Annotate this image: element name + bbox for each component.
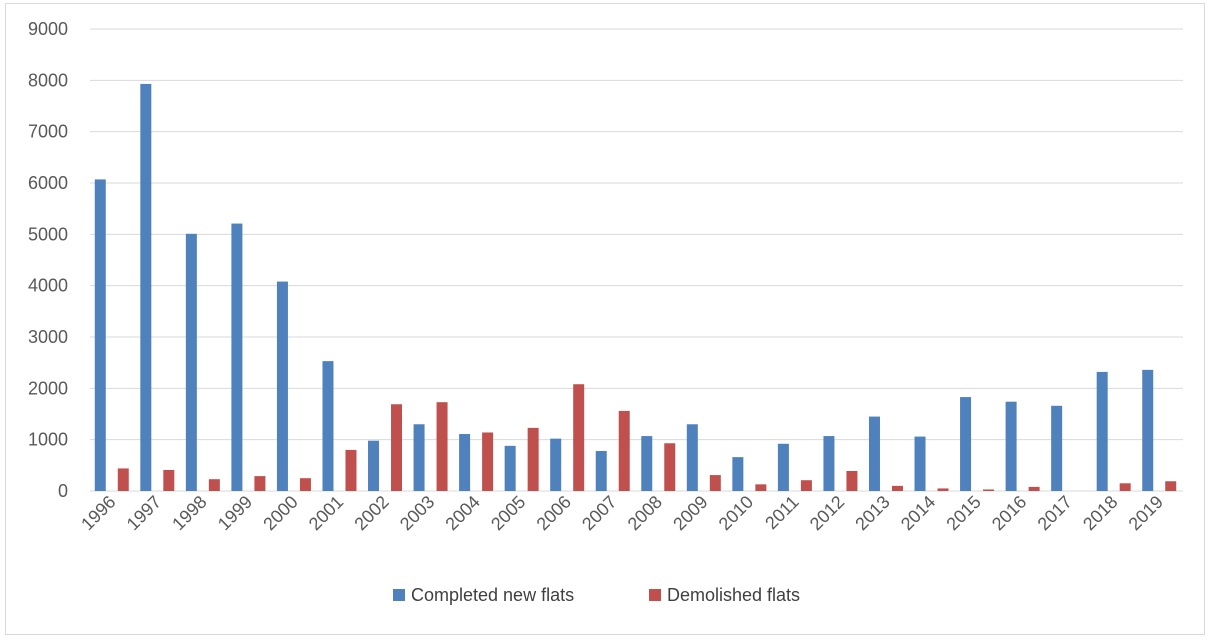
bar-completed-new-flats <box>368 440 380 491</box>
bar-completed-new-flats <box>732 457 744 491</box>
x-tick-label: 2009 <box>669 492 711 534</box>
bar-completed-new-flats <box>550 438 562 491</box>
bar-completed-new-flats <box>185 233 197 491</box>
x-tick-label: 2004 <box>441 492 483 534</box>
x-tick-label: 2013 <box>851 492 893 534</box>
x-tick-label: 2015 <box>942 492 984 534</box>
bar-completed-new-flats <box>1005 401 1017 491</box>
legend: Completed new flats Demolished flats <box>393 585 800 605</box>
gridlines <box>90 28 1183 492</box>
x-tick-label: 1997 <box>123 492 165 534</box>
y-axis-ticks: 0 1000 2000 3000 4000 5000 6000 7000 8000 9000 <box>28 19 68 501</box>
y-tick-label: 9000 <box>28 19 68 39</box>
bar-demolished-flats <box>1165 481 1177 491</box>
bar-completed-new-flats <box>686 424 698 491</box>
x-tick-label: 2014 <box>897 492 939 534</box>
bar-completed-new-flats <box>595 450 607 491</box>
bar-demolished-flats <box>937 488 949 491</box>
bar-demolished-flats <box>527 427 539 491</box>
x-tick-label: 1999 <box>214 492 256 534</box>
bar-completed-new-flats <box>868 416 880 491</box>
bar-demolished-flats <box>436 402 448 491</box>
y-tick-label: 6000 <box>28 173 68 193</box>
bar-completed-new-flats <box>140 83 152 492</box>
y-tick-label: 8000 <box>28 70 68 90</box>
x-tick-label: 2017 <box>1034 492 1076 534</box>
bar-demolished-flats <box>1119 483 1131 491</box>
legend-swatch-demolished-flats <box>649 589 661 601</box>
x-axis-ticks: 1996 1997 1998 1999 2000 2001 2002 2003 2004 2005… <box>77 492 1167 534</box>
bar-completed-new-flats <box>459 434 471 491</box>
y-tick-label: 7000 <box>28 122 68 142</box>
y-tick-label: 2000 <box>28 378 68 398</box>
bar-demolished-flats <box>482 432 494 491</box>
bar-demolished-flats <box>254 476 266 491</box>
bar-demolished-flats <box>1028 486 1040 491</box>
bar-completed-new-flats <box>231 223 243 492</box>
bar-demolished-flats <box>117 468 129 491</box>
bar-demolished-flats <box>573 384 585 491</box>
bar-demolished-flats <box>755 484 767 491</box>
bar-demolished-flats <box>391 404 403 491</box>
bar-demolished-flats <box>618 410 630 491</box>
bar-completed-new-flats <box>641 436 653 491</box>
bar-demolished-flats <box>800 480 812 491</box>
x-tick-label: 2006 <box>533 492 575 534</box>
bar-completed-new-flats <box>276 281 288 491</box>
x-tick-label: 2001 <box>305 492 347 534</box>
x-tick-label: 2016 <box>988 492 1030 534</box>
x-tick-label: 2010 <box>715 492 757 534</box>
y-tick-label: 4000 <box>28 276 68 296</box>
bar-demolished-flats <box>299 478 311 491</box>
bar-completed-new-flats <box>413 424 425 491</box>
bar-demolished-flats <box>163 469 175 491</box>
y-tick-label: 5000 <box>28 224 68 244</box>
x-tick-label: 2019 <box>1125 492 1167 534</box>
bar-completed-new-flats <box>322 361 334 491</box>
bar-completed-new-flats <box>1142 369 1154 491</box>
x-tick-label: 2003 <box>396 492 438 534</box>
bar-demolished-flats <box>208 479 220 491</box>
bar-completed-new-flats <box>914 436 926 491</box>
x-tick-label: 2008 <box>624 492 666 534</box>
bar-completed-new-flats <box>94 179 106 491</box>
bars <box>94 83 1177 492</box>
bar-completed-new-flats <box>1096 371 1108 491</box>
x-tick-label: 1996 <box>77 492 119 534</box>
bar-completed-new-flats <box>960 397 972 491</box>
x-tick-label: 2011 <box>761 492 803 534</box>
x-tick-label: 2005 <box>487 492 529 534</box>
chart-frame <box>5 3 1205 635</box>
x-tick-label: 2002 <box>350 492 392 534</box>
bar-demolished-flats <box>846 470 858 491</box>
y-tick-label: 3000 <box>28 327 68 347</box>
bar-completed-new-flats <box>1051 405 1063 491</box>
x-tick-label: 1998 <box>168 492 210 534</box>
bar-completed-new-flats <box>823 436 835 491</box>
legend-swatch-completed-new-flats <box>393 589 405 601</box>
y-tick-label: 0 <box>58 481 68 501</box>
bar-completed-new-flats <box>504 445 516 491</box>
x-tick-label: 2018 <box>1079 492 1121 534</box>
bar-demolished-flats <box>709 475 721 491</box>
x-tick-label: 2000 <box>259 492 301 534</box>
y-tick-label: 1000 <box>28 430 68 450</box>
bar-demolished-flats <box>664 443 676 491</box>
bar-demolished-flats <box>345 449 357 491</box>
x-tick-label: 2007 <box>578 492 620 534</box>
legend-label-demolished-flats: Demolished flats <box>667 585 800 605</box>
bar-completed-new-flats <box>777 443 789 491</box>
x-tick-label: 2012 <box>806 492 848 534</box>
bar-demolished-flats <box>983 489 995 491</box>
bar-demolished-flats <box>891 485 903 491</box>
legend-label-completed-new-flats: Completed new flats <box>411 585 574 605</box>
